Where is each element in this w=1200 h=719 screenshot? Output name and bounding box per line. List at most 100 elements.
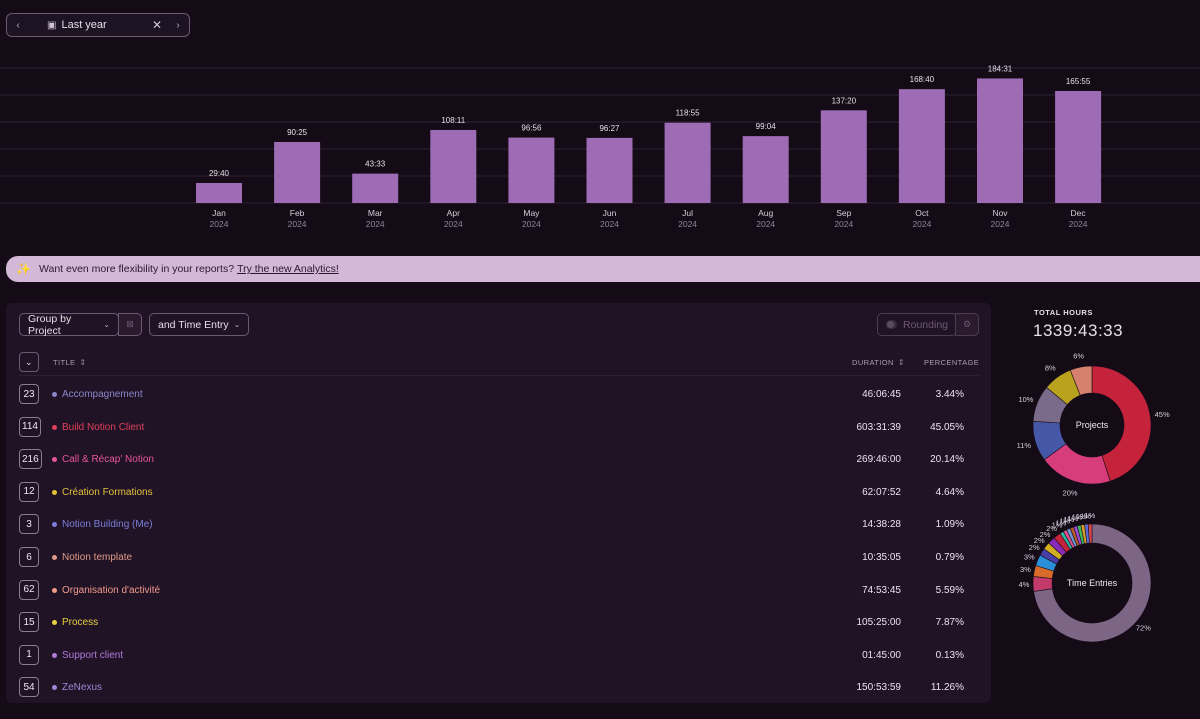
sub-group-dropdown[interactable]: and Time Entry ⌄ xyxy=(149,313,250,336)
entry-count-badge: 6 xyxy=(19,547,39,567)
bar-value-label: 118:55 xyxy=(676,109,700,118)
project-name[interactable]: Notion Building (Me) xyxy=(62,519,153,531)
table-row[interactable]: 216 Call & Récap' Notion 269:46:00 20.14… xyxy=(19,449,979,471)
project-color-dot xyxy=(52,457,57,463)
monthly-hours-bar-chart: 29:40Jan202490:25Feb202443:33Mar2024108:… xyxy=(0,64,1200,229)
table-row[interactable]: 54 ZeNexus 150:53:59 11.26% xyxy=(19,677,979,699)
expand-all-button[interactable]: ⌄ xyxy=(19,352,39,372)
entries_donut-slice-label: 2% xyxy=(1040,530,1051,539)
projects_donut-slice-label: 20% xyxy=(1063,489,1078,498)
entries_donut-slice-label: 3% xyxy=(1020,565,1031,574)
entry-count-badge: 216 xyxy=(19,449,42,470)
date-range-label[interactable]: Last year xyxy=(61,19,107,31)
project-percentage: 7.87% xyxy=(935,617,964,629)
project-color-dot xyxy=(52,587,57,593)
bar-may[interactable] xyxy=(508,137,555,203)
analytics-banner: ✨ Want even more flexibility in your rep… xyxy=(6,256,1200,282)
title-column-header[interactable]: TITLE ⇕ xyxy=(53,358,87,367)
project-duration: 105:25:00 xyxy=(856,617,902,629)
month-tick-label: May xyxy=(523,208,540,218)
entry-count-badge: 3 xyxy=(19,514,39,535)
project-name[interactable]: Build Notion Client xyxy=(62,421,145,433)
project-name[interactable]: Organisation d'activité xyxy=(62,584,161,596)
entries_donut-slice-label: 2% xyxy=(1034,536,1045,545)
bar-value-label: 90:25 xyxy=(287,128,308,137)
year-tick-label: 2024 xyxy=(366,219,385,229)
total-hours-value: 1339:43:33 xyxy=(1033,321,1124,340)
project-percentage: 20.14% xyxy=(930,454,964,466)
bar-apr[interactable] xyxy=(430,129,477,203)
chevron-left-icon[interactable]: ‹ xyxy=(16,19,20,31)
bar-value-label: 43:33 xyxy=(365,160,386,169)
project-duration: 10:35:05 xyxy=(862,552,901,563)
rounding-toggle[interactable]: Rounding xyxy=(877,313,957,336)
table-row[interactable]: 23 Accompagnement 46:06:45 3.44% xyxy=(19,384,979,406)
percentage-column-header: PERCENTAGE xyxy=(924,358,980,367)
project-duration: 603:31:39 xyxy=(856,421,902,433)
project-duration: 62:07:52 xyxy=(862,486,901,498)
project-percentage: 45.05% xyxy=(930,421,964,433)
year-tick-label: 2024 xyxy=(444,219,463,229)
bar-mar[interactable] xyxy=(352,173,399,203)
rounding-settings-button[interactable]: ⚙ xyxy=(955,313,979,336)
bar-value-label: 96:27 xyxy=(599,124,620,133)
date-range-picker[interactable]: ‹ ▣ Last year ✕ › xyxy=(6,13,190,37)
bar-aug[interactable] xyxy=(742,136,789,203)
bar-sep[interactable] xyxy=(820,110,867,203)
distribution-donut-charts: 45%20%11%10%8%6%Projects72%4%3%3%2%2%2%2… xyxy=(1017,351,1170,643)
bar-value-label: 99:04 xyxy=(756,122,777,131)
month-tick-label: Sep xyxy=(836,208,851,218)
entries_donut-center-label: Time Entries xyxy=(1067,578,1118,588)
bar-dec[interactable] xyxy=(1055,91,1102,203)
table-row[interactable]: 6 Notion template 10:35:05 0.79% xyxy=(19,547,979,569)
project-color-dot xyxy=(52,392,57,397)
projects_donut-slice[interactable] xyxy=(1091,365,1152,482)
duration-column-header[interactable]: DURATION ⇕ xyxy=(852,358,905,367)
total-hours-label: TOTAL HOURS xyxy=(1034,308,1093,317)
project-name[interactable]: Accompagnement xyxy=(62,389,143,400)
projects_donut-slice[interactable] xyxy=(1069,365,1093,396)
bar-jun[interactable] xyxy=(586,137,633,203)
group-by-dropdown[interactable]: Group by Project ⌄ xyxy=(19,313,119,337)
project-name[interactable]: Création Formations xyxy=(62,486,153,498)
project-name[interactable]: Process xyxy=(62,617,99,629)
entries_donut-slice[interactable] xyxy=(1032,576,1053,592)
projects_donut-slice-label: 6% xyxy=(1073,351,1084,360)
table-row[interactable]: 62 Organisation d'activité 74:53:45 5.59… xyxy=(19,579,979,602)
project-name[interactable]: Notion template xyxy=(62,552,133,563)
entries_donut-slice-label: 1% xyxy=(1067,514,1078,523)
entry-count-badge: 62 xyxy=(19,579,39,600)
close-icon[interactable]: ✕ xyxy=(151,18,163,32)
entries_donut-slice[interactable] xyxy=(1033,523,1152,643)
project-name[interactable]: Support client xyxy=(62,649,124,661)
banner-text: Want even more flexibility in your repor… xyxy=(38,263,235,275)
entries_donut-slice-label: 1% xyxy=(1080,511,1091,520)
table-row[interactable]: 1 Support client 01:45:00 0.13% xyxy=(19,644,979,667)
table-row[interactable]: 12 Création Formations 62:07:52 4.64% xyxy=(19,481,979,504)
month-tick-label: Dec xyxy=(1071,208,1087,218)
year-tick-label: 2024 xyxy=(288,219,307,229)
project-percentage: 5.59% xyxy=(935,584,964,596)
remove-group-button[interactable]: ⊠ xyxy=(118,313,142,336)
bar-jan[interactable] xyxy=(196,182,242,203)
analytics-link[interactable]: Try the new Analytics! xyxy=(237,263,339,275)
entries_donut-slice[interactable] xyxy=(1087,523,1093,544)
year-tick-label: 2024 xyxy=(834,219,853,229)
bar-nov[interactable] xyxy=(977,78,1023,203)
project-name[interactable]: ZeNexus xyxy=(62,682,103,694)
toggle-icon xyxy=(886,320,898,329)
year-tick-label: 2024 xyxy=(210,219,229,229)
bar-oct[interactable] xyxy=(898,89,945,203)
bar-feb[interactable] xyxy=(274,141,321,203)
project-name[interactable]: Call & Récap' Notion xyxy=(62,454,154,466)
table-row[interactable]: 15 Process 105:25:00 7.87% xyxy=(19,612,979,634)
project-duration: 46:06:45 xyxy=(862,389,901,400)
entries_donut-slice-label: 1% xyxy=(1076,512,1087,521)
sub-group-label: and Time Entry xyxy=(158,318,229,331)
bar-jul[interactable] xyxy=(664,122,711,203)
table-row[interactable]: 3 Notion Building (Me) 14:38:28 1.09% xyxy=(19,514,979,536)
table-row[interactable]: 114 Build Notion Client 603:31:39 45.05% xyxy=(19,416,979,439)
chevron-right-icon[interactable]: › xyxy=(176,19,180,31)
entries_donut-slice-label: 2% xyxy=(1046,524,1057,533)
year-tick-label: 2024 xyxy=(912,219,931,229)
